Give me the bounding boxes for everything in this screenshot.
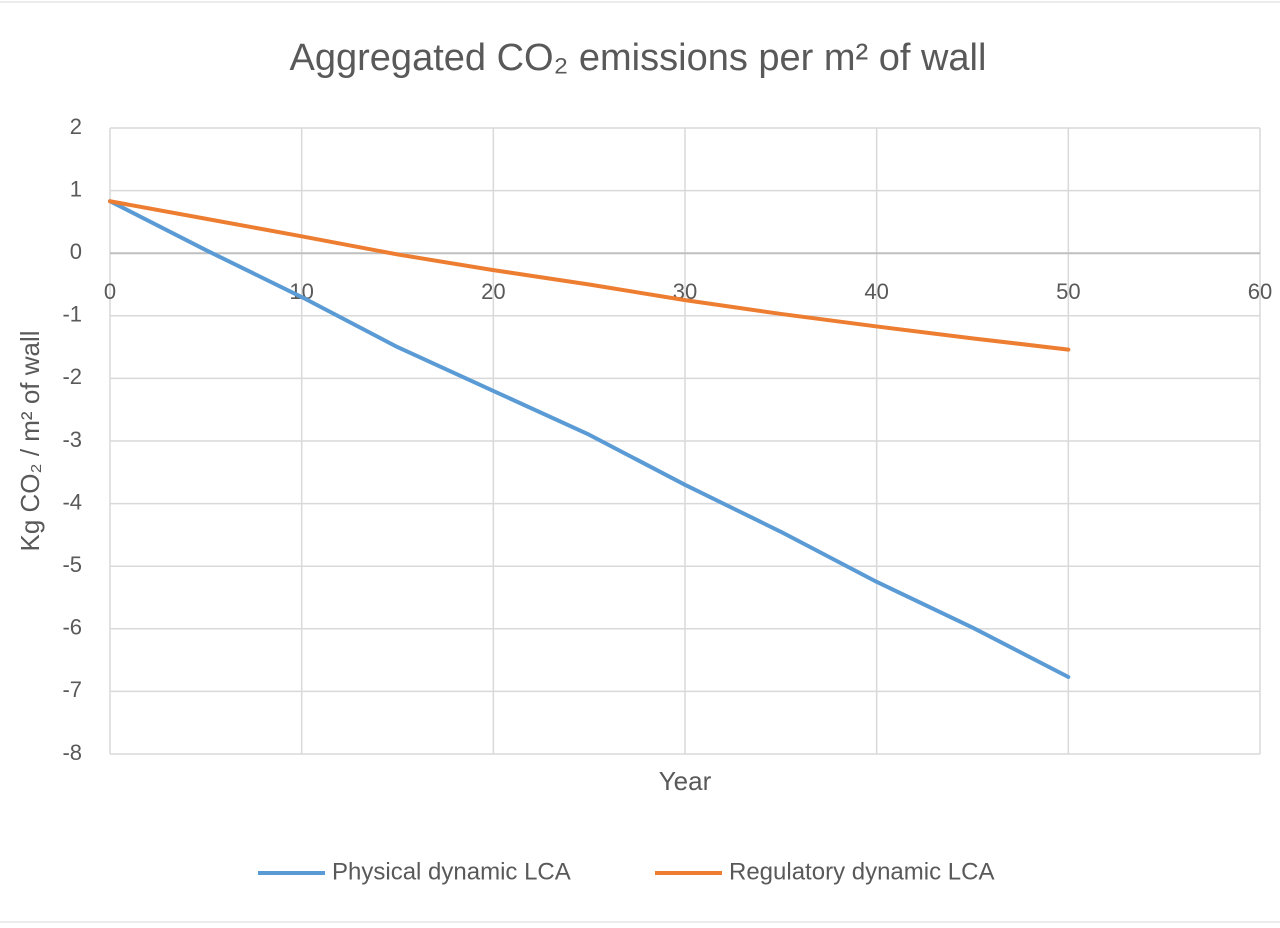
- legend-label: Physical dynamic LCA: [332, 858, 571, 885]
- x-tick-label: 60: [1248, 279, 1272, 304]
- y-tick-label: -2: [62, 364, 82, 389]
- x-tick-label: 40: [864, 279, 888, 304]
- y-tick-label: 0: [70, 239, 82, 264]
- y-tick-label: -3: [62, 427, 82, 452]
- series-line: [108, 199, 1071, 680]
- legend-label: Regulatory dynamic LCA: [729, 858, 994, 885]
- y-tick-label: -8: [62, 740, 82, 765]
- x-tick-label: 20: [481, 279, 505, 304]
- chart-title: Aggregated CO₂ emissions per m² of wall: [290, 37, 987, 79]
- y-tick-label: 1: [70, 176, 82, 201]
- x-tick-label: 0: [104, 279, 116, 304]
- y-tick-label: -5: [62, 552, 82, 577]
- y-tick-label: -4: [62, 489, 82, 514]
- y-tick-label: -7: [62, 677, 82, 702]
- y-tick-label: -1: [62, 302, 82, 327]
- y-tick-label: -6: [62, 615, 82, 640]
- x-tick-label: 50: [1056, 279, 1080, 304]
- series-line: [108, 199, 1071, 352]
- x-axis-label: Year: [659, 766, 712, 796]
- y-tick-label: 2: [70, 114, 82, 139]
- y-axis-label: Kg CO₂ / m² of wall: [15, 330, 45, 551]
